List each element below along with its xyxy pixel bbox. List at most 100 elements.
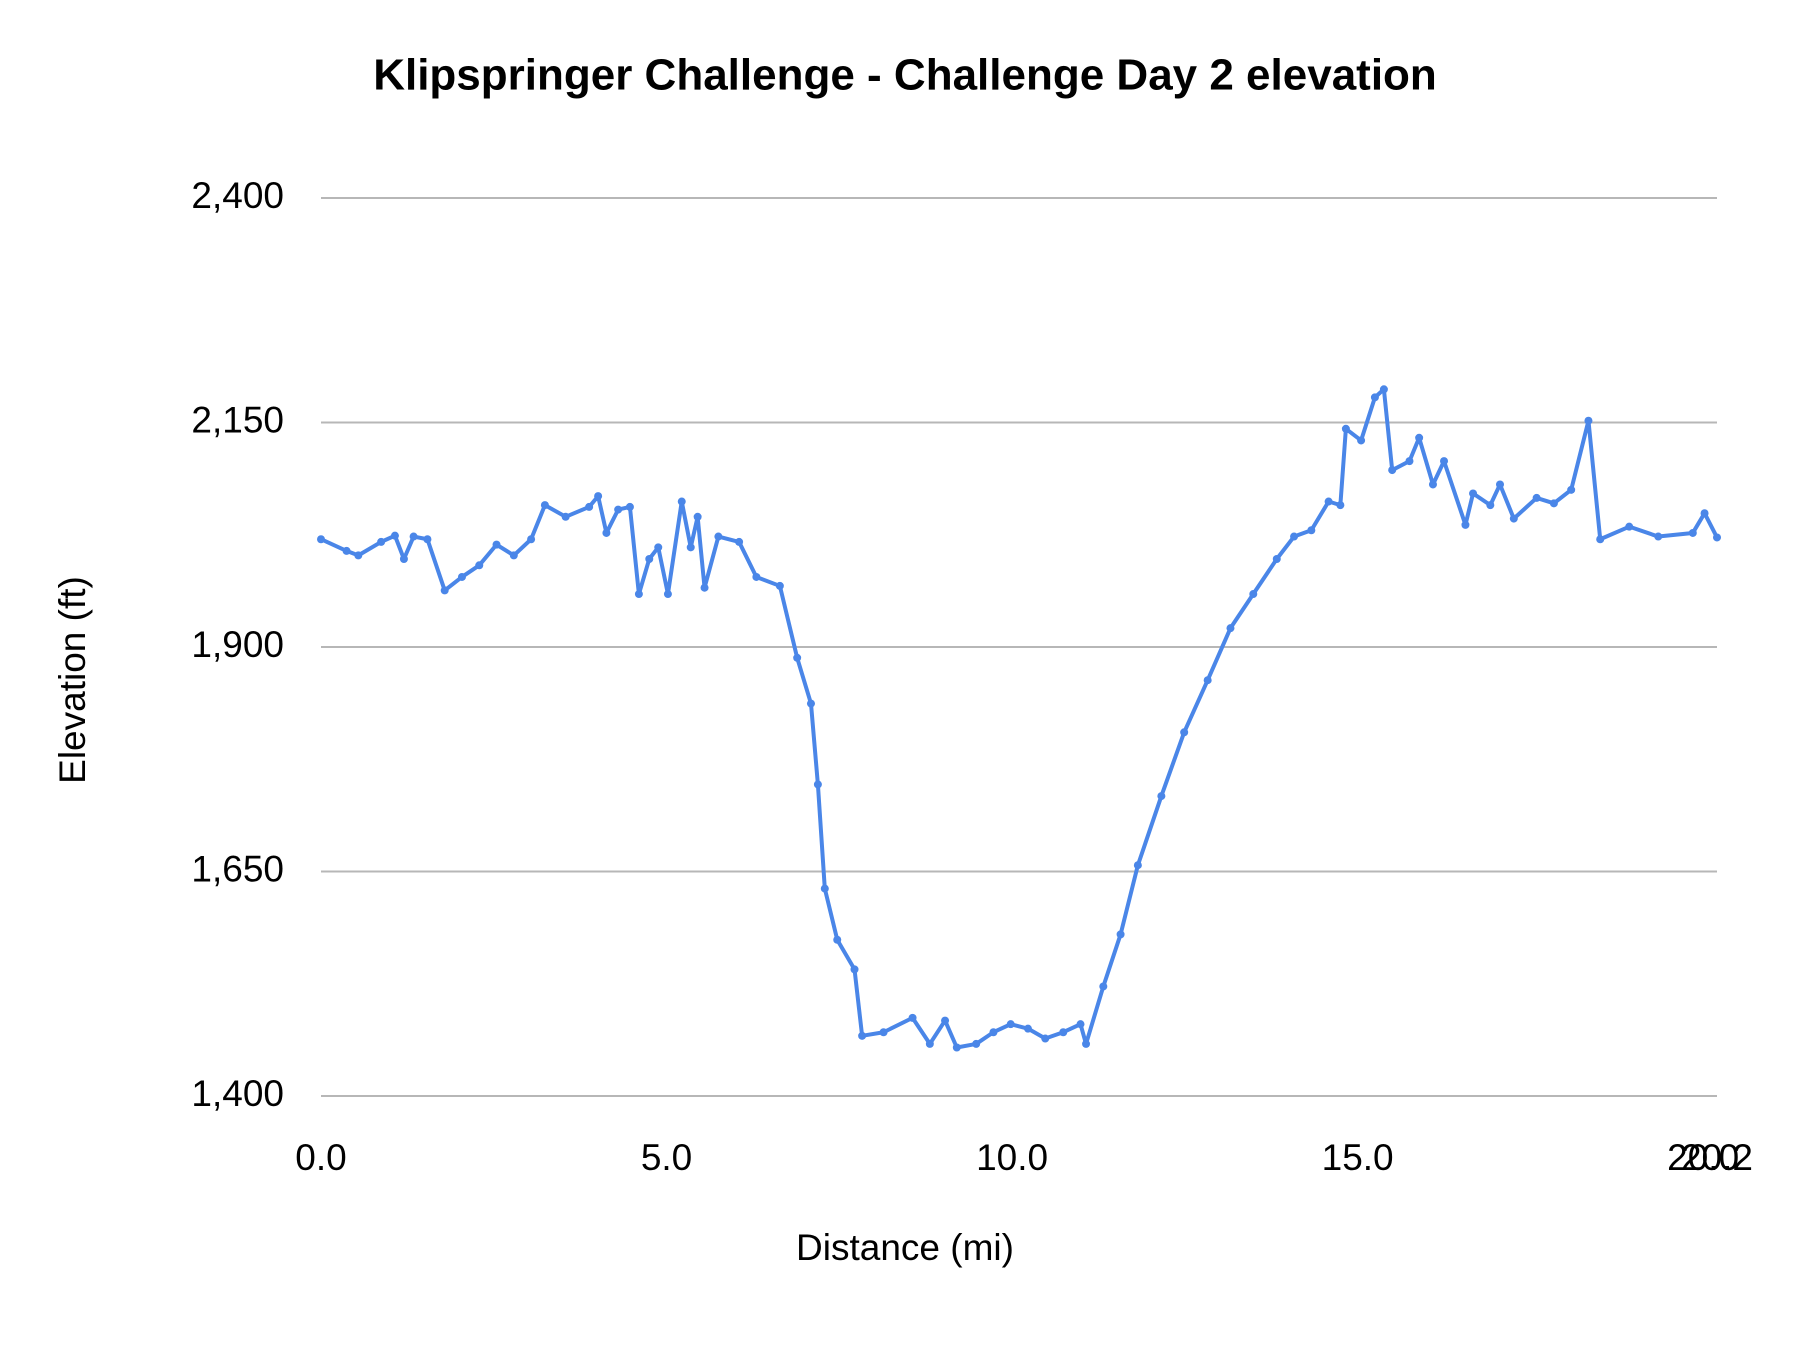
point <box>813 780 822 789</box>
chart-title: Klipspringer Challenge - Challenge Day 2… <box>373 51 1437 100</box>
point <box>952 1043 961 1052</box>
x-tick-label: 5.0 <box>641 1137 692 1178</box>
point <box>1428 480 1437 489</box>
point <box>1357 436 1366 445</box>
point <box>1180 728 1189 737</box>
point <box>1099 982 1108 991</box>
point <box>527 535 536 544</box>
point <box>858 1031 867 1040</box>
point <box>1082 1039 1091 1048</box>
point <box>1076 1020 1085 1029</box>
point <box>614 505 623 514</box>
point <box>1336 501 1345 510</box>
x-tick-label: 20.2 <box>1681 1137 1753 1178</box>
point <box>1415 433 1424 442</box>
point <box>1341 424 1350 433</box>
point <box>1532 493 1541 502</box>
point <box>602 528 611 537</box>
point <box>354 551 363 560</box>
x-tick-label: 20.0 <box>1667 1137 1739 1178</box>
point <box>1272 554 1281 563</box>
point <box>645 554 654 563</box>
point <box>1307 526 1316 535</box>
point <box>850 965 859 974</box>
point <box>561 512 570 521</box>
point <box>1041 1034 1050 1043</box>
point <box>1688 528 1697 537</box>
point <box>1509 514 1518 523</box>
point <box>806 699 815 708</box>
point <box>654 543 663 552</box>
point <box>1379 385 1388 394</box>
point <box>879 1028 888 1037</box>
point <box>509 551 518 560</box>
y-tick-label: 2,400 <box>191 175 284 216</box>
point <box>820 884 829 893</box>
point <box>1370 393 1379 402</box>
point <box>457 572 466 581</box>
point <box>1654 532 1663 541</box>
point <box>1469 489 1478 498</box>
point <box>377 537 386 546</box>
point <box>989 1028 998 1037</box>
y-axis-label: Elevation (ft) <box>52 576 93 784</box>
x-tick-label: 0.0 <box>295 1137 346 1178</box>
point <box>693 512 702 521</box>
point <box>677 497 686 506</box>
x-axis-label: Distance (mi) <box>796 1227 1014 1268</box>
point <box>409 532 418 541</box>
point <box>686 543 695 552</box>
point <box>1388 466 1397 475</box>
point <box>440 586 449 595</box>
point <box>1157 792 1166 801</box>
point <box>317 535 325 544</box>
point <box>1596 535 1605 544</box>
point <box>752 572 761 581</box>
point <box>475 561 484 570</box>
point <box>1440 457 1449 466</box>
point <box>1324 497 1333 506</box>
point <box>1290 532 1299 541</box>
point <box>908 1013 917 1022</box>
point <box>625 502 634 511</box>
point <box>399 554 408 563</box>
point <box>342 546 351 555</box>
point <box>1405 457 1414 466</box>
point <box>700 583 709 592</box>
point <box>1133 861 1142 870</box>
point <box>775 581 784 590</box>
point <box>1625 522 1634 531</box>
point <box>1700 509 1709 518</box>
point <box>1549 499 1558 508</box>
point <box>1584 416 1593 425</box>
point <box>793 653 802 662</box>
point <box>390 531 399 540</box>
y-tick-label: 1,400 <box>191 1073 284 1114</box>
y-tick-label: 1,650 <box>191 848 284 889</box>
point <box>925 1039 934 1048</box>
point <box>663 590 672 599</box>
point <box>1495 480 1504 489</box>
point <box>1567 485 1576 494</box>
point <box>714 532 723 541</box>
point <box>972 1039 981 1048</box>
point <box>1116 930 1125 939</box>
point <box>941 1016 950 1025</box>
point <box>833 935 842 944</box>
x-tick-label: 15.0 <box>1322 1137 1394 1178</box>
point <box>585 502 594 511</box>
y-tick-label: 2,150 <box>191 399 284 440</box>
point <box>1249 590 1258 599</box>
point <box>1713 533 1721 542</box>
point <box>1006 1020 1015 1029</box>
point <box>1226 624 1235 633</box>
x-tick-label: 10.0 <box>976 1137 1048 1178</box>
point <box>492 540 501 549</box>
point <box>1203 676 1212 685</box>
point <box>634 590 643 599</box>
point <box>1023 1024 1032 1033</box>
point <box>1461 520 1470 529</box>
point <box>540 501 549 510</box>
